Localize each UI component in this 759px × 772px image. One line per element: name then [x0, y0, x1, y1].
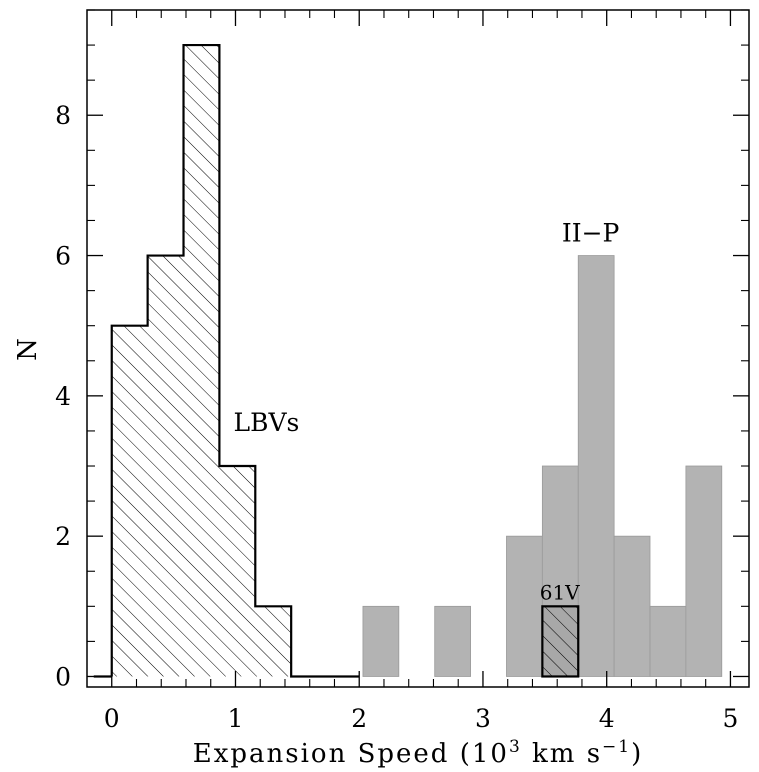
- y-tick-label: 6: [55, 242, 71, 271]
- y-axis-label: N: [13, 336, 43, 361]
- x-tick-label: 1: [228, 704, 244, 733]
- y-tick-label: 0: [55, 662, 71, 691]
- tick-labels: 0 1 2 3 4 5 0 2 4 6 8: [55, 101, 738, 733]
- ii-p-bar-2: [506, 535, 543, 677]
- plot-border: [86, 9, 750, 688]
- ii-p-bar-6: [649, 605, 687, 677]
- lbv-bar-2: [183, 45, 220, 677]
- ii-p-bar-0: [362, 605, 400, 677]
- ii-p-bar-4: [577, 255, 615, 677]
- lbv-bar-0: [111, 325, 148, 677]
- annotations: LBVs II−P 61V: [233, 219, 619, 605]
- annotation-label: II−P: [562, 219, 620, 248]
- lbv-bar-1: [147, 255, 184, 677]
- x-tick-label: 0: [104, 704, 120, 733]
- plot-frame: [86, 9, 750, 688]
- x-axis-label: Expansion Speed (103 km s−1): [193, 737, 644, 769]
- y-tick-label: 2: [55, 522, 71, 551]
- x-tick-label: 2: [351, 704, 367, 733]
- annotation-label: 61V: [540, 580, 580, 604]
- x-tick-label: 4: [599, 704, 615, 733]
- ii-p-bar-7: [685, 465, 723, 677]
- annotation-label: LBVs: [233, 408, 299, 437]
- 61v-bar-0: [541, 605, 580, 678]
- 61v-series: [541, 605, 580, 678]
- y-tick-label: 8: [55, 101, 71, 130]
- y-tick-label: 4: [55, 382, 71, 411]
- lbv-bar-3: [219, 466, 256, 677]
- axis-ticks: [87, 9, 749, 687]
- lbv-bar-4: [255, 606, 292, 677]
- x-tick-label: 5: [722, 704, 738, 733]
- lbv-outline: [110, 43, 360, 678]
- lbv-series: [93, 43, 360, 678]
- ii-p-bar-1: [434, 605, 471, 677]
- x-tick-label: 3: [475, 704, 491, 733]
- ii-p-bar-5: [613, 535, 651, 677]
